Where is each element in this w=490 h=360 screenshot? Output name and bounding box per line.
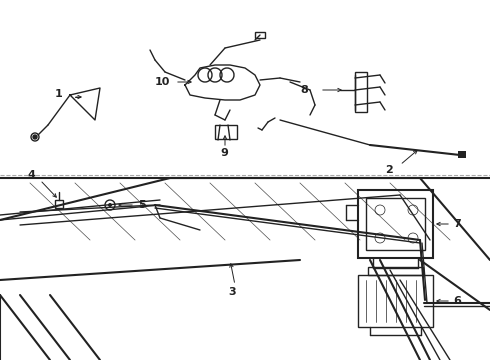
Circle shape bbox=[108, 203, 112, 207]
Text: 10: 10 bbox=[155, 77, 171, 87]
Bar bbox=[458, 151, 466, 158]
Bar bbox=[255, 32, 265, 38]
Text: 7: 7 bbox=[453, 219, 461, 229]
Bar bbox=[355, 72, 367, 112]
Text: 6: 6 bbox=[453, 296, 461, 306]
Text: 2: 2 bbox=[385, 165, 393, 175]
Text: 8: 8 bbox=[300, 85, 308, 95]
Text: 4: 4 bbox=[27, 170, 35, 180]
Bar bbox=[55, 200, 63, 208]
Bar bbox=[358, 275, 433, 327]
Text: 5: 5 bbox=[138, 200, 146, 210]
Bar bbox=[368, 267, 423, 275]
Bar bbox=[215, 125, 237, 139]
Text: 3: 3 bbox=[228, 287, 236, 297]
Text: 9: 9 bbox=[220, 148, 228, 158]
Bar bbox=[358, 190, 433, 258]
Text: 1: 1 bbox=[55, 89, 63, 99]
Bar bbox=[366, 198, 425, 250]
Circle shape bbox=[33, 135, 37, 139]
